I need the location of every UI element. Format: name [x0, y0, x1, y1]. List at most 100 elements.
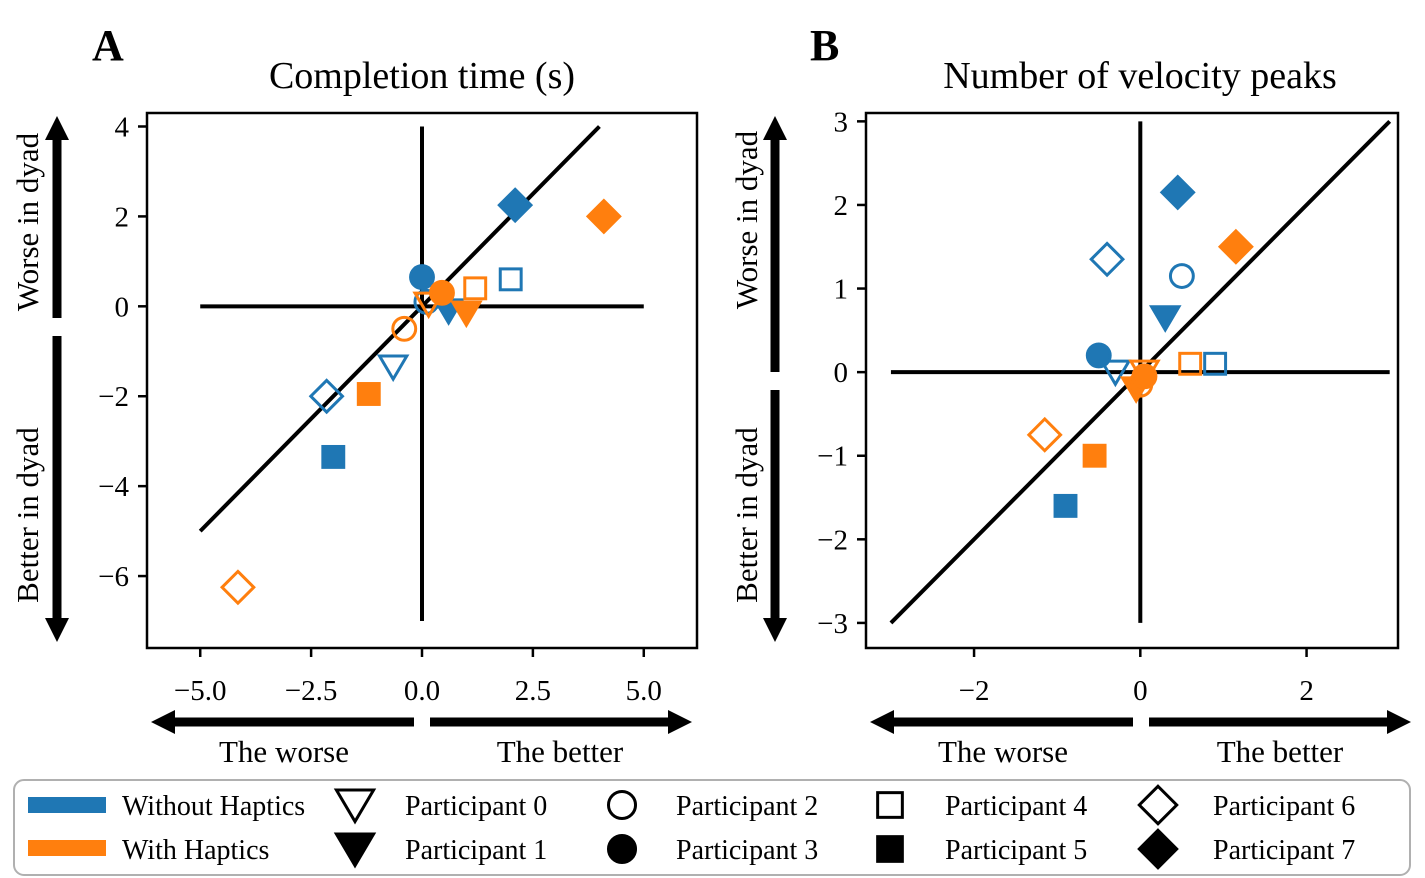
legend-marker-shape [876, 791, 904, 819]
legend-marker-shape [606, 833, 638, 865]
circle-outline-icon [606, 789, 638, 821]
panel-a-point-with-participant-3 [429, 279, 455, 306]
panel-a-point-with-participant-2 [391, 315, 418, 342]
panel-a-points [219, 187, 622, 606]
panel-a-x-tick-label: 5.0 [626, 675, 662, 707]
panel-a-point-without-participant-6 [308, 378, 345, 415]
panel-b-point-without-participant-2 [1168, 263, 1195, 289]
legend-entry-participant-2: Participant 2 [606, 789, 818, 822]
panel-a-x-tick-label: 2.5 [515, 675, 551, 707]
panel-b-ylabel-bottom: Better in dyad [729, 427, 764, 603]
panel-a-x-tick-label: −5.0 [174, 675, 227, 707]
panel-b-letter: B [810, 21, 839, 70]
panel-b-title: Number of velocity peaks [943, 55, 1337, 97]
panel-a-y-tick-label: 4 [115, 111, 130, 143]
panel-a-diagonal-line [198, 125, 601, 533]
legend-label-participant-3: Participant 3 [676, 835, 818, 866]
panel-a-point-without-participant-7 [497, 187, 534, 224]
legend-label-participant-6: Participant 6 [1213, 791, 1355, 822]
panel-b-right-arrow [1149, 710, 1411, 734]
legend-label-participant-5: Participant 5 [945, 835, 1087, 866]
legend-marker-shape [1137, 828, 1179, 870]
panel-a-point-without-participant-5 [321, 444, 346, 469]
panel-b-xlabel-right: The better [1217, 734, 1344, 769]
panel-b-point-without-participant-6 [1089, 241, 1126, 278]
panel-b-point-without-participant-0 [1099, 359, 1132, 388]
legend-label-participant-4: Participant 4 [945, 791, 1087, 822]
panel-b-y-tick-label: −2 [817, 524, 848, 556]
panel-a-point-with-participant-5 [356, 382, 381, 406]
panel-a-down-arrow [45, 336, 69, 642]
legend-entry-participant-7: Participant 7 [1137, 828, 1355, 870]
panel-b-y-tick-label: 2 [834, 190, 849, 222]
panel-a-up-arrow [45, 116, 69, 318]
panel-b-x-tick-label: −2 [959, 675, 990, 707]
panel-b-point-with-participant-6 [1026, 416, 1063, 453]
panel-a-left-arrow [151, 710, 414, 734]
legend-marker-shape [333, 788, 377, 825]
legend: Without Haptics With Haptics Participant… [13, 779, 1411, 876]
panel-a-y-tick-label: −2 [98, 381, 129, 413]
panel-b-point-with-participant-4 [1178, 351, 1203, 376]
panel-a-y-ticks: 4 2 0 −2 −4 −6 [98, 111, 147, 593]
panel-a-x-tick-label: −2.5 [285, 675, 338, 707]
diamond-filled-icon [1137, 828, 1179, 870]
panel-b-x-ticks: −2 0 2 [959, 648, 1314, 707]
triangle-down-outline-icon [333, 788, 377, 825]
panel-b-xlabel-left: The worse [938, 734, 1068, 769]
panel-a-ylabel-bottom: Better in dyad [10, 427, 45, 603]
diamond-outline-icon [1137, 784, 1179, 826]
legend-swatch-without [28, 797, 106, 813]
panel-a-x-ticks: −5.0 −2.5 0.0 2.5 5.0 [174, 648, 662, 707]
panel-b-points [1026, 174, 1254, 518]
panel-a-y-tick-label: 2 [115, 201, 130, 233]
legend-label-with: With Haptics [122, 835, 269, 866]
panel-a-y-tick-label: −6 [98, 561, 129, 593]
panel-a: A Completion time (s) −5.0 −2.5 0.0 2.5 5.0 … [10, 21, 699, 769]
legend-label-without: Without Haptics [122, 791, 305, 822]
panel-a-y-tick-label: 0 [115, 291, 130, 323]
panel-b-left-arrow [870, 710, 1133, 734]
legend-entry-participant-0: Participant 0 [333, 788, 547, 825]
panel-b-y-tick-label: 0 [834, 357, 849, 389]
panel-b-y-tick-label: −1 [817, 441, 848, 473]
legend-marker-shape [606, 789, 638, 821]
panel-b-point-with-participant-7 [1217, 228, 1254, 265]
panel-b: B Number of velocity peaks −2 0 2 3 2 1 0 −1 −2… [729, 21, 1411, 769]
panel-b-y-tick-label: −3 [817, 608, 848, 640]
panel-a-point-without-participant-0 [376, 354, 410, 383]
panel-b-x-tick-label: 0 [1133, 675, 1148, 707]
panel-a-right-arrow [430, 710, 692, 734]
square-filled-icon [876, 835, 904, 863]
panel-b-point-without-participant-5 [1053, 493, 1078, 518]
triangle-down-filled-icon [333, 832, 377, 869]
panel-b-point-without-participant-7 [1159, 174, 1196, 211]
panel-b-point-without-participant-1 [1148, 305, 1182, 333]
panel-b-down-arrow [763, 390, 787, 642]
panel-a-point-with-participant-7 [585, 198, 622, 235]
circle-filled-icon [606, 833, 638, 865]
panel-a-point-with-participant-6 [219, 569, 256, 606]
panel-b-y-tick-label: 1 [834, 274, 849, 306]
legend-label-participant-1: Participant 1 [405, 835, 547, 866]
panel-b-ylabel-top: Worse in dyad [729, 130, 764, 309]
panel-b-y-tick-label: 3 [834, 106, 849, 138]
legend-marker-shape [876, 835, 904, 863]
legend-entry-participant-3: Participant 3 [606, 833, 818, 866]
panel-b-y-ticks: 3 2 1 0 −1 −2 −3 [817, 106, 866, 640]
legend-swatch-with [28, 840, 106, 856]
panel-a-title: Completion time (s) [269, 55, 575, 97]
panel-a-ylabel-top: Worse in dyad [10, 132, 45, 311]
panel-a-letter: A [92, 21, 124, 70]
panel-b-point-with-participant-5 [1082, 443, 1107, 468]
legend-entry-participant-1: Participant 1 [333, 832, 547, 869]
panel-a-y-tick-label: −4 [98, 471, 129, 503]
panel-b-x-tick-label: 2 [1299, 675, 1314, 707]
square-outline-icon [876, 791, 904, 819]
legend-entry-participant-5: Participant 5 [876, 835, 1087, 866]
panel-b-plot-frame [864, 111, 1400, 650]
legend-entry-participant-4: Participant 4 [876, 791, 1087, 822]
legend-label-participant-2: Participant 2 [676, 791, 818, 822]
panel-b-point-without-participant-3 [1085, 342, 1112, 369]
